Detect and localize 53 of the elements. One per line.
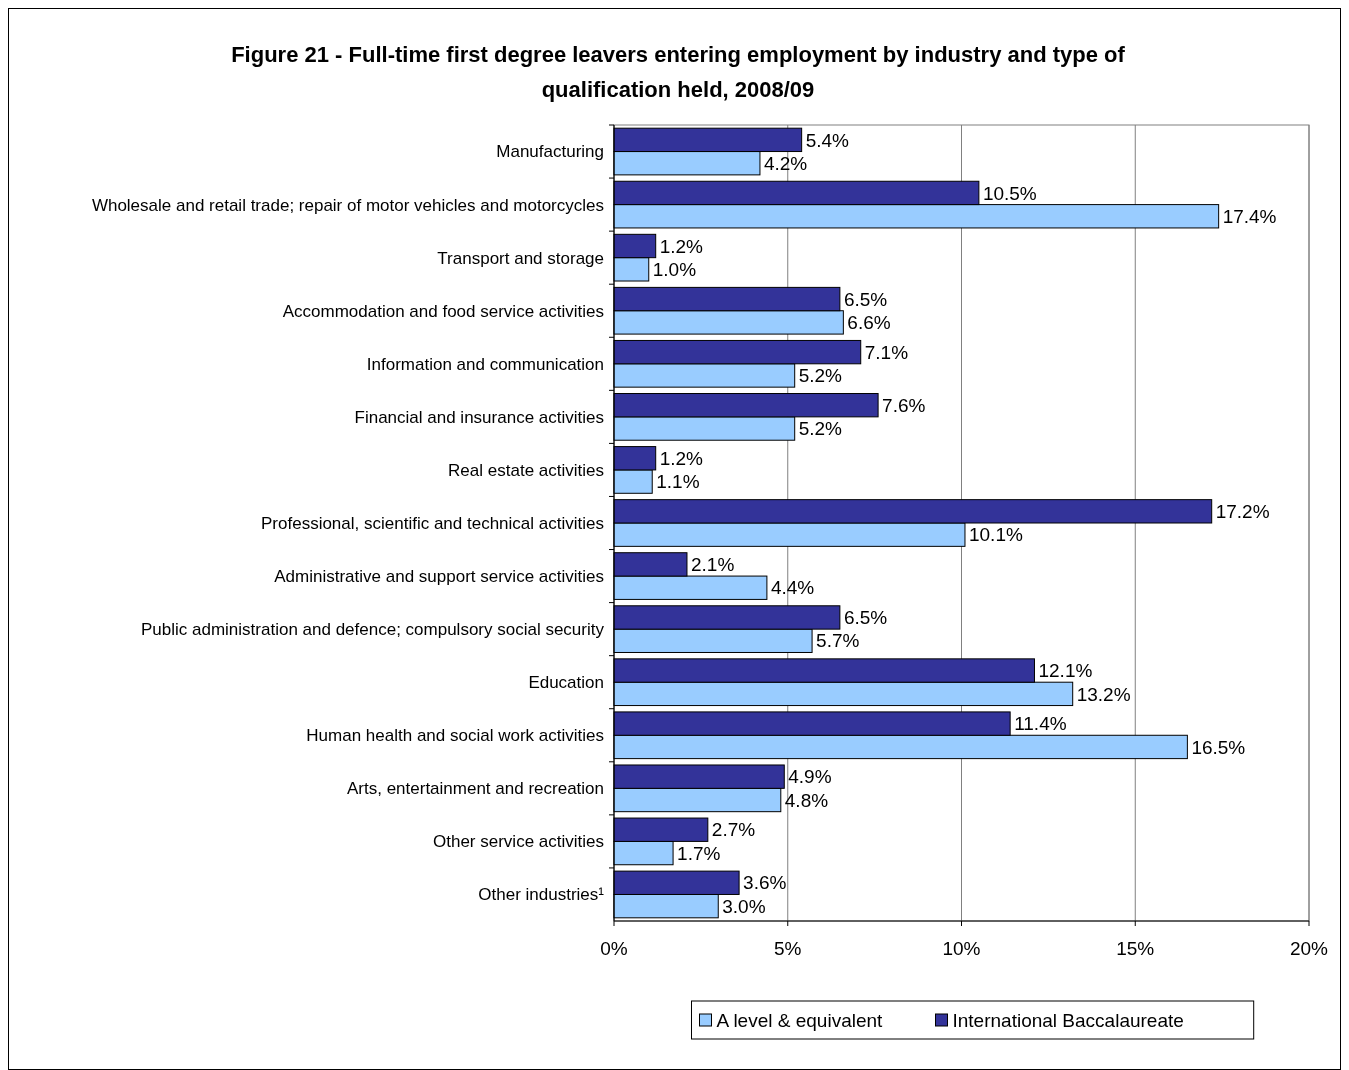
x-tick-label: 20% — [1289, 938, 1329, 959]
data-label: 1.2% — [659, 447, 704, 469]
data-label: 10.5% — [982, 182, 1037, 204]
data-label: 2.1% — [690, 554, 735, 576]
legend-label: A level & equivalent — [716, 1010, 884, 1031]
y-tick-label: Accommodation and food service activities — [282, 301, 604, 321]
data-label: 1.2% — [659, 235, 704, 257]
y-tick-label: Arts, entertainment and recreation — [346, 779, 604, 799]
data-label: 17.4% — [1222, 205, 1277, 227]
data-label: 5.7% — [816, 630, 860, 652]
data-label: 7.6% — [882, 394, 926, 416]
data-label: 4.4% — [770, 577, 815, 599]
data-label: 1.7% — [677, 842, 721, 864]
data-label: 12.1% — [1038, 660, 1093, 682]
data-label: 16.5% — [1191, 736, 1246, 758]
data-label: 6.6% — [847, 312, 891, 334]
data-label: 5.2% — [798, 365, 843, 387]
y-tick-label: Human health and social work activities — [306, 726, 604, 746]
x-tick-label: 0% — [600, 938, 628, 959]
data-label: 4.9% — [788, 766, 832, 788]
x-tick-label: 5% — [774, 938, 802, 959]
data-label: 13.2% — [1076, 683, 1131, 705]
y-tick-label: Professional, scientific and technical activities — [261, 513, 604, 533]
data-label: 17.2% — [1215, 500, 1270, 522]
data-label: 10.1% — [968, 524, 1023, 546]
y-tick-label: Transport and storage — [437, 248, 604, 268]
y-tick-label: Real estate activities — [448, 460, 604, 480]
data-label: 1.1% — [656, 471, 700, 493]
data-label: 5.4% — [805, 129, 850, 151]
data-label: 5.2% — [798, 418, 843, 440]
y-tick-label: Wholesale and retail trade; repair of motor vehicles and motorcycles — [91, 195, 604, 215]
y-tick-label: Public administration and defence; compulsory social security — [140, 620, 605, 640]
legend-label: International Baccalaureate — [952, 1010, 1184, 1031]
x-tick-label: 15% — [1116, 938, 1155, 959]
x-tick-label: 10% — [942, 938, 981, 959]
y-tick-label: Education — [528, 673, 604, 693]
y-tick-label: Other service activities — [433, 832, 604, 852]
y-tick-label: Other industries¹ — [478, 885, 605, 905]
y-tick-label: Information and communication — [366, 354, 604, 374]
y-tick-label: Financial and insurance activities — [354, 407, 604, 427]
y-tick-label: Manufacturing — [496, 142, 604, 162]
data-label: 4.8% — [784, 789, 829, 811]
data-label: 6.5% — [843, 288, 888, 310]
data-label: 2.7% — [711, 819, 756, 841]
data-label: 3.0% — [722, 895, 766, 917]
data-label: 3.6% — [743, 872, 787, 894]
data-label: 4.2% — [763, 152, 808, 174]
data-label: 6.5% — [843, 607, 888, 629]
chart-title: Figure 21 - Full-time first degree leavers entering employment by industry and type of qualification held, 2008/09 — [231, 42, 1126, 102]
data-label: 11.4% — [1014, 713, 1067, 735]
y-tick-label: Administrative and support service activities — [274, 567, 604, 587]
data-label: 1.0% — [652, 258, 697, 280]
data-label: 7.1% — [864, 341, 909, 363]
